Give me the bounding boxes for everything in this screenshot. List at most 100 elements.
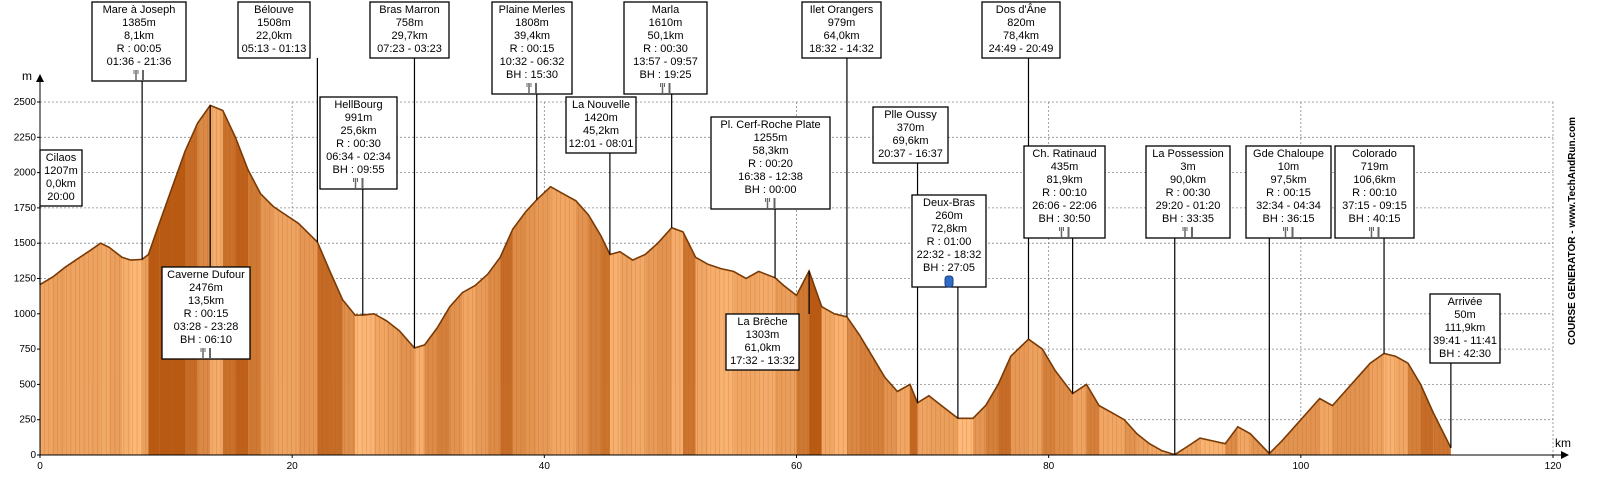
waypoint-label: 05:13 - 01:13 [242, 43, 307, 55]
waypoint-label: 10m [1278, 161, 1299, 173]
fork-knife-icon [1283, 227, 1294, 237]
waypoint-label: BH : 36:15 [1263, 213, 1315, 225]
waypoint-label: 1420m [584, 112, 618, 124]
x-tick-label: 20 [287, 461, 299, 472]
waypoint-label: 1508m [257, 17, 291, 29]
waypoint-label: R : 00:20 [748, 158, 793, 170]
profile-segment [645, 105, 658, 455]
waypoint-label: 61,0km [744, 342, 780, 354]
waypoint-box [1145, 145, 1231, 239]
waypoint-label: 26:06 - 22:06 [1032, 200, 1097, 212]
waypoint-box [1334, 145, 1415, 239]
waypoint-box [623, 1, 708, 95]
waypoint-label: 50,1km [647, 30, 683, 42]
waypoint-label: 24:49 - 20:49 [989, 43, 1054, 55]
waypoint-label: Cilaos [46, 152, 77, 164]
x-tick-label: 0 [37, 461, 43, 472]
waypoint-label: 78,4km [1003, 30, 1039, 42]
knife-blade [1377, 227, 1380, 237]
waypoint-label: 13:57 - 09:57 [633, 56, 698, 68]
profile-segment [1124, 105, 1137, 455]
waypoint-label: 13,5km [188, 295, 224, 307]
waypoint-label: 29:20 - 01:20 [1156, 200, 1221, 212]
waypoint-label: R : 00:15 [1266, 187, 1311, 199]
waypoint-label: Dos d'Âne [996, 3, 1046, 16]
waypoint-label: BH : 33:35 [1162, 213, 1214, 225]
waypoint-label: R : 01:00 [927, 236, 972, 248]
waypoint-label: 1385m [122, 17, 156, 29]
fork-knife-icon [353, 178, 364, 188]
watermark-text: COURSE GENERATOR - www.TechAndRun.com [1567, 117, 1578, 345]
waypoint-label: 39:41 - 11:41 [1433, 335, 1497, 347]
profile-segment [609, 105, 620, 455]
waypoint-label: 07:23 - 03:23 [377, 43, 442, 55]
y-tick-label: 1000 [14, 309, 37, 320]
waypoint-label: Colorado [1352, 148, 1397, 160]
waypoint-label: 18:32 - 14:32 [809, 43, 874, 55]
waypoint-label: 97,5km [1270, 174, 1306, 186]
knife-blade [1191, 227, 1193, 237]
profile-segment [487, 105, 501, 455]
fork-knife-icon [1059, 227, 1070, 237]
waypoint-label: 72,8km [931, 223, 967, 235]
waypoint-label: 37:15 - 09:15 [1342, 200, 1407, 212]
waypoint-label: 32:34 - 04:34 [1256, 200, 1321, 212]
waypoint-label: BH : 09:55 [333, 164, 385, 176]
y-tick-label: 250 [19, 415, 36, 426]
waypoint-label: BH : 00:00 [745, 184, 797, 196]
x-tick-label: 120 [1545, 461, 1562, 472]
waypoint-label: Pl. Cerf-Roche Plate [720, 119, 820, 131]
waypoint-label: R : 00:30 [643, 43, 688, 55]
waypoint-label: 106,6km [1353, 174, 1395, 186]
waypoint-label: La Nouvelle [572, 99, 630, 111]
profile-segment [130, 105, 143, 455]
waypoint-box [369, 1, 450, 59]
fork-knife-icon [200, 348, 211, 358]
profile-segment [109, 105, 122, 455]
waypoint-box [39, 149, 83, 207]
waypoint-box [801, 1, 882, 59]
x-tick-label: 100 [1292, 461, 1309, 472]
x-tick-label: 60 [791, 461, 803, 472]
profile-segment [298, 105, 318, 455]
waypoint-label: Caverne Dufour [167, 269, 245, 281]
waypoint-box [491, 1, 573, 95]
waypoint-label: 69,6km [892, 135, 928, 147]
waypoint-label: 39,4km [514, 30, 550, 42]
waypoint-box [237, 1, 311, 59]
y-tick-label: 1750 [14, 203, 37, 214]
waypoint-label: 01:36 - 21:36 [107, 56, 172, 68]
waypoint-box [1245, 145, 1332, 239]
waypoint-label: 2476m [189, 282, 223, 294]
waypoint-label: BH : 40:15 [1349, 213, 1401, 225]
profile-segment [512, 105, 526, 455]
y-axis-unit: m [22, 69, 32, 83]
x-axis-unit: km [1555, 436, 1571, 450]
profile-segment [121, 105, 131, 455]
y-tick-label: 750 [19, 344, 36, 355]
waypoint-label: 979m [828, 17, 856, 29]
profile-segment [260, 105, 274, 455]
waypoint-label: 3m [1180, 161, 1195, 173]
waypoint-label: R : 00:30 [336, 138, 381, 150]
waypoint-box [1429, 293, 1501, 364]
waypoint-box [981, 1, 1061, 59]
profile-segment [424, 105, 438, 455]
waypoint-label: R : 00:30 [1166, 187, 1211, 199]
waypoint-label: 58,3km [752, 145, 788, 157]
profile-segment [90, 105, 101, 455]
waypoint-label: 20:37 - 16:37 [878, 148, 943, 160]
waypoint-label: BH : 19:25 [640, 69, 692, 81]
waypoint-label: 435m [1051, 161, 1079, 173]
